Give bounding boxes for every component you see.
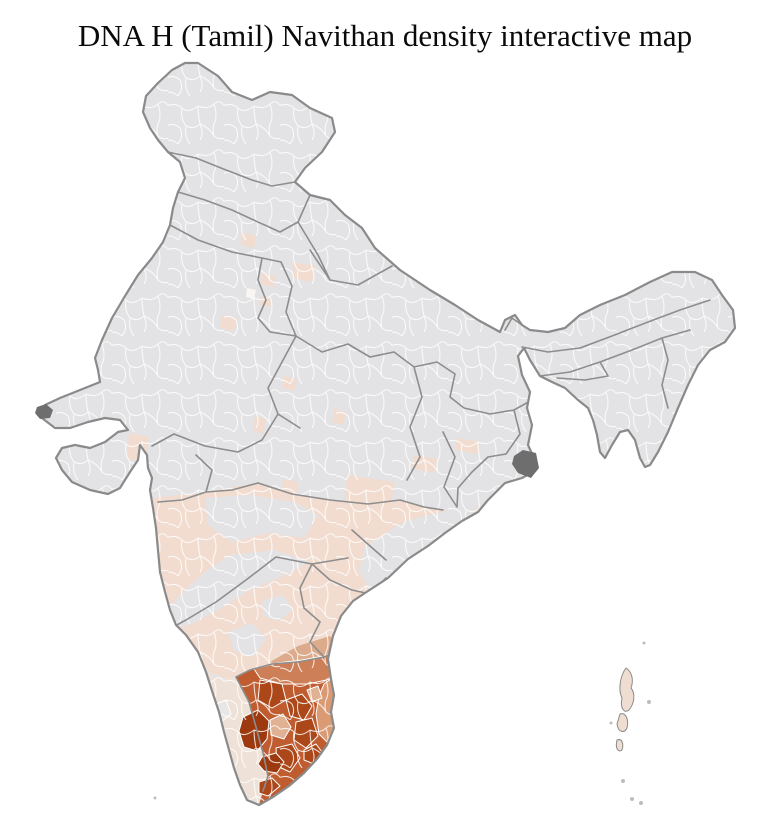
map-title: DNA H (Tamil) Navithan density interacti… xyxy=(78,18,692,53)
kutch-tip-patch xyxy=(35,404,53,419)
sundarbans-patch xyxy=(512,450,539,478)
india-outline xyxy=(36,61,737,807)
andaman-islands[interactable] xyxy=(609,641,652,806)
lakshadweep-island[interactable] xyxy=(153,796,157,800)
state-borders xyxy=(151,151,711,792)
